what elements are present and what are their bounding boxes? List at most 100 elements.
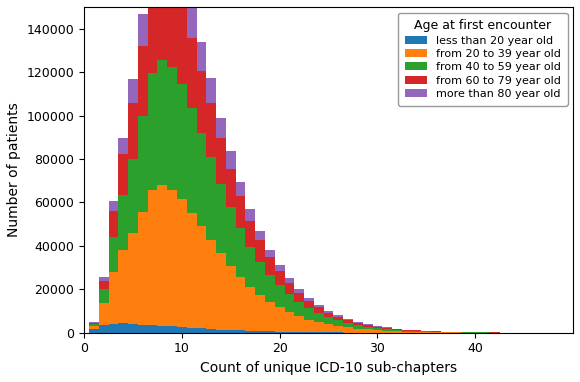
Bar: [334, 320, 343, 326]
Bar: [294, 289, 304, 293]
Bar: [314, 308, 324, 313]
Bar: [304, 308, 314, 319]
Bar: [89, 324, 99, 325]
Bar: [118, 324, 128, 333]
Bar: [275, 308, 285, 332]
Bar: [275, 265, 285, 271]
Bar: [245, 220, 255, 247]
Bar: [138, 212, 148, 325]
Bar: [382, 331, 392, 333]
Bar: [294, 332, 304, 333]
Bar: [148, 191, 157, 325]
Bar: [108, 211, 118, 237]
Bar: [294, 293, 304, 302]
Bar: [402, 330, 412, 332]
Bar: [372, 328, 382, 330]
Bar: [324, 324, 334, 332]
Bar: [392, 330, 402, 331]
Bar: [245, 287, 255, 331]
Bar: [216, 184, 226, 254]
Bar: [99, 303, 108, 325]
Bar: [441, 332, 451, 333]
Bar: [412, 330, 422, 331]
Bar: [99, 289, 108, 303]
Bar: [304, 298, 314, 301]
Bar: [197, 329, 206, 333]
Bar: [235, 330, 245, 333]
Bar: [334, 317, 343, 320]
Bar: [432, 332, 441, 333]
Bar: [255, 262, 265, 295]
Bar: [177, 5, 187, 84]
Bar: [187, 38, 197, 108]
Bar: [118, 195, 128, 249]
Bar: [99, 281, 108, 289]
Bar: [118, 154, 128, 195]
Bar: [363, 324, 372, 325]
Bar: [343, 320, 353, 323]
Bar: [324, 312, 334, 317]
Bar: [226, 207, 235, 266]
Bar: [275, 332, 285, 333]
Bar: [138, 116, 148, 212]
Bar: [197, 42, 206, 71]
Bar: [245, 331, 255, 333]
Bar: [148, 0, 157, 73]
Bar: [197, 133, 206, 227]
Bar: [89, 325, 99, 329]
Bar: [118, 138, 128, 154]
Bar: [99, 277, 108, 281]
Bar: [177, 327, 187, 333]
Bar: [128, 324, 138, 333]
Bar: [177, 0, 187, 5]
Bar: [128, 233, 138, 324]
Bar: [157, 0, 167, 60]
Bar: [343, 319, 353, 320]
Bar: [138, 325, 148, 333]
Bar: [157, 60, 167, 185]
Bar: [235, 196, 245, 228]
Bar: [412, 332, 422, 333]
Bar: [148, 73, 157, 191]
Bar: [216, 138, 226, 184]
Bar: [294, 302, 304, 316]
Bar: [148, 325, 157, 333]
Bar: [382, 329, 392, 331]
Bar: [226, 266, 235, 330]
Bar: [255, 231, 265, 240]
Bar: [285, 278, 294, 283]
Bar: [363, 327, 372, 330]
Bar: [167, 327, 177, 333]
Bar: [167, 0, 177, 67]
Bar: [206, 329, 216, 333]
Bar: [226, 151, 235, 169]
Bar: [216, 118, 226, 138]
Bar: [422, 331, 432, 332]
Bar: [197, 227, 206, 329]
Bar: [372, 326, 382, 327]
Bar: [206, 157, 216, 240]
Bar: [235, 182, 245, 196]
Bar: [157, 326, 167, 333]
Bar: [334, 315, 343, 317]
Bar: [304, 319, 314, 332]
X-axis label: Count of unique ICD-10 sub-chapters: Count of unique ICD-10 sub-chapters: [200, 361, 457, 375]
Bar: [206, 78, 216, 103]
Bar: [285, 295, 294, 312]
Bar: [382, 327, 392, 328]
Bar: [118, 249, 128, 324]
Bar: [392, 329, 402, 330]
Bar: [265, 250, 275, 257]
Bar: [363, 325, 372, 327]
Bar: [343, 327, 353, 333]
Bar: [206, 240, 216, 329]
Bar: [226, 169, 235, 207]
Bar: [324, 317, 334, 324]
Bar: [353, 325, 363, 329]
Bar: [314, 332, 324, 333]
Bar: [353, 322, 363, 323]
Bar: [392, 331, 402, 333]
Bar: [412, 331, 422, 332]
Bar: [304, 332, 314, 333]
Bar: [157, 185, 167, 326]
